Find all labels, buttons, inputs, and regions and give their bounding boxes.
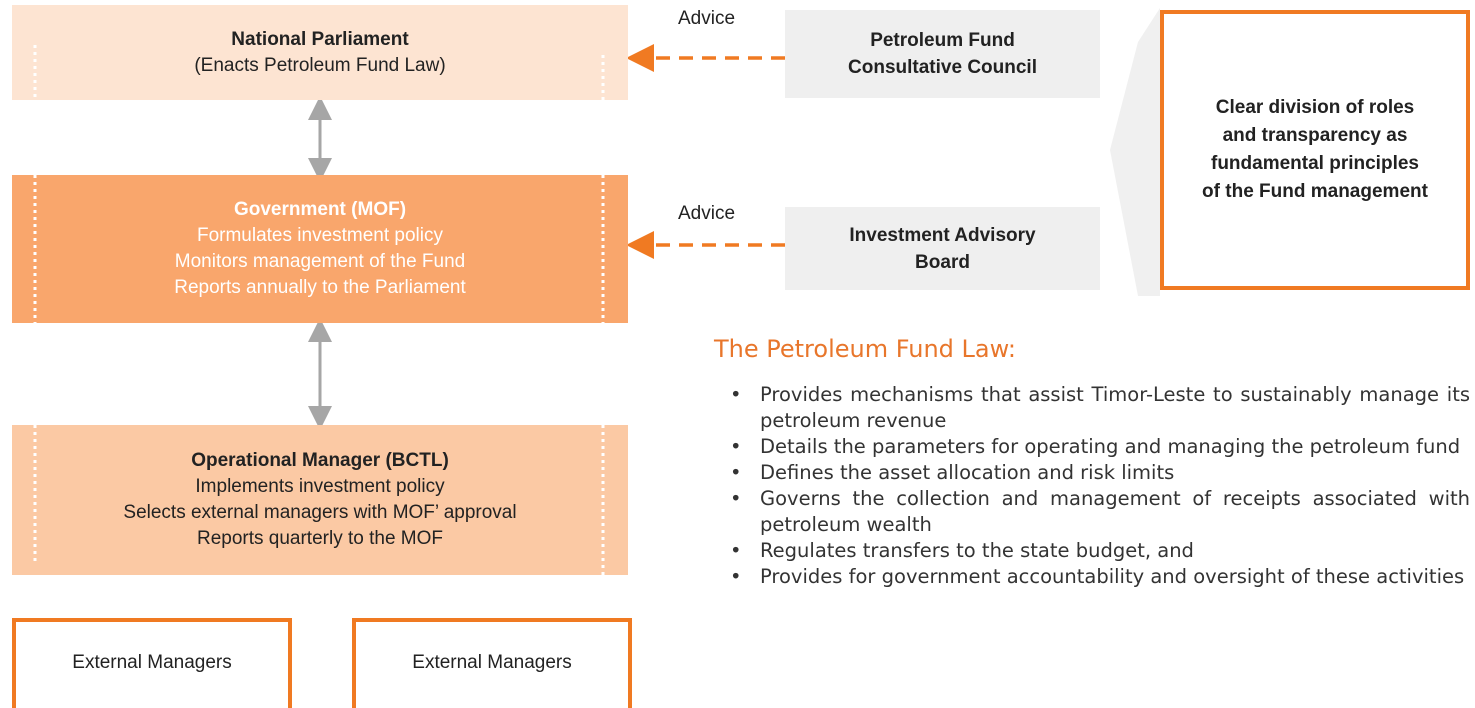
external-label: External Managers — [72, 652, 232, 673]
box-line: Reports quarterly to the MOF — [196, 528, 444, 549]
operational-box: Operational Manager (BCTL) Implements in… — [12, 425, 628, 575]
dotted-lines — [33, 45, 605, 575]
advice-label: Advice — [678, 203, 736, 224]
box-title: Government (MOF) — [233, 199, 407, 220]
box-line: (Enacts Petroleum Fund Law) — [194, 54, 446, 76]
box-line: Selects external managers with MOF’ appr… — [123, 502, 517, 523]
box-line: Formulates investment policy — [196, 225, 444, 246]
parliament-box: National Parliament (Enacts Petroleum Fu… — [12, 5, 628, 100]
page: National Parliament (Enacts Petroleum Fu… — [0, 0, 1475, 690]
advisor-name: Petroleum Fund Consultative Council — [848, 30, 1037, 78]
bullet: Provides mechanisms that assist Timor-Le… — [730, 382, 1470, 434]
government-box: Government (MOF) Formulates investment p… — [12, 175, 628, 323]
connectors — [308, 8, 1160, 430]
external-box: External Managers — [12, 618, 292, 708]
bullet: Regulates transfers to the state budget,… — [730, 538, 1470, 564]
advisor-box: Petroleum Fund Consultative Council — [785, 10, 1100, 98]
principle-box: Clear division of roles and transparency… — [1160, 10, 1470, 290]
bullet: Governs the collection and management of… — [730, 486, 1470, 538]
box-line: Implements investment policy — [195, 476, 445, 497]
advisor-name: Investment Advisory Board — [849, 224, 1036, 273]
law-bullets: Provides mechanisms that assist Timor-Le… — [730, 382, 1470, 590]
box-title: National Parliament — [231, 28, 409, 50]
advisor-box: Investment Advisory Board — [785, 207, 1100, 290]
bullet: Provides for government accountability a… — [730, 564, 1470, 590]
chevron — [1110, 8, 1160, 296]
external-box: External Managers — [352, 618, 632, 708]
box-title: Operational Manager (BCTL) — [191, 450, 449, 471]
principle-text: Clear division of roles and transparency… — [1202, 97, 1428, 202]
box-line: Monitors management of the Fund — [174, 251, 466, 272]
law-heading: The Petroleum Fund Law: — [714, 335, 1016, 363]
external-label: External Managers — [412, 652, 572, 673]
advice-label: Advice — [678, 8, 736, 29]
bullet: Details the parameters for operating and… — [730, 434, 1470, 460]
bullet: Defines the asset allocation and risk li… — [730, 460, 1470, 486]
box-line: Reports annually to the Parliament — [174, 277, 466, 298]
